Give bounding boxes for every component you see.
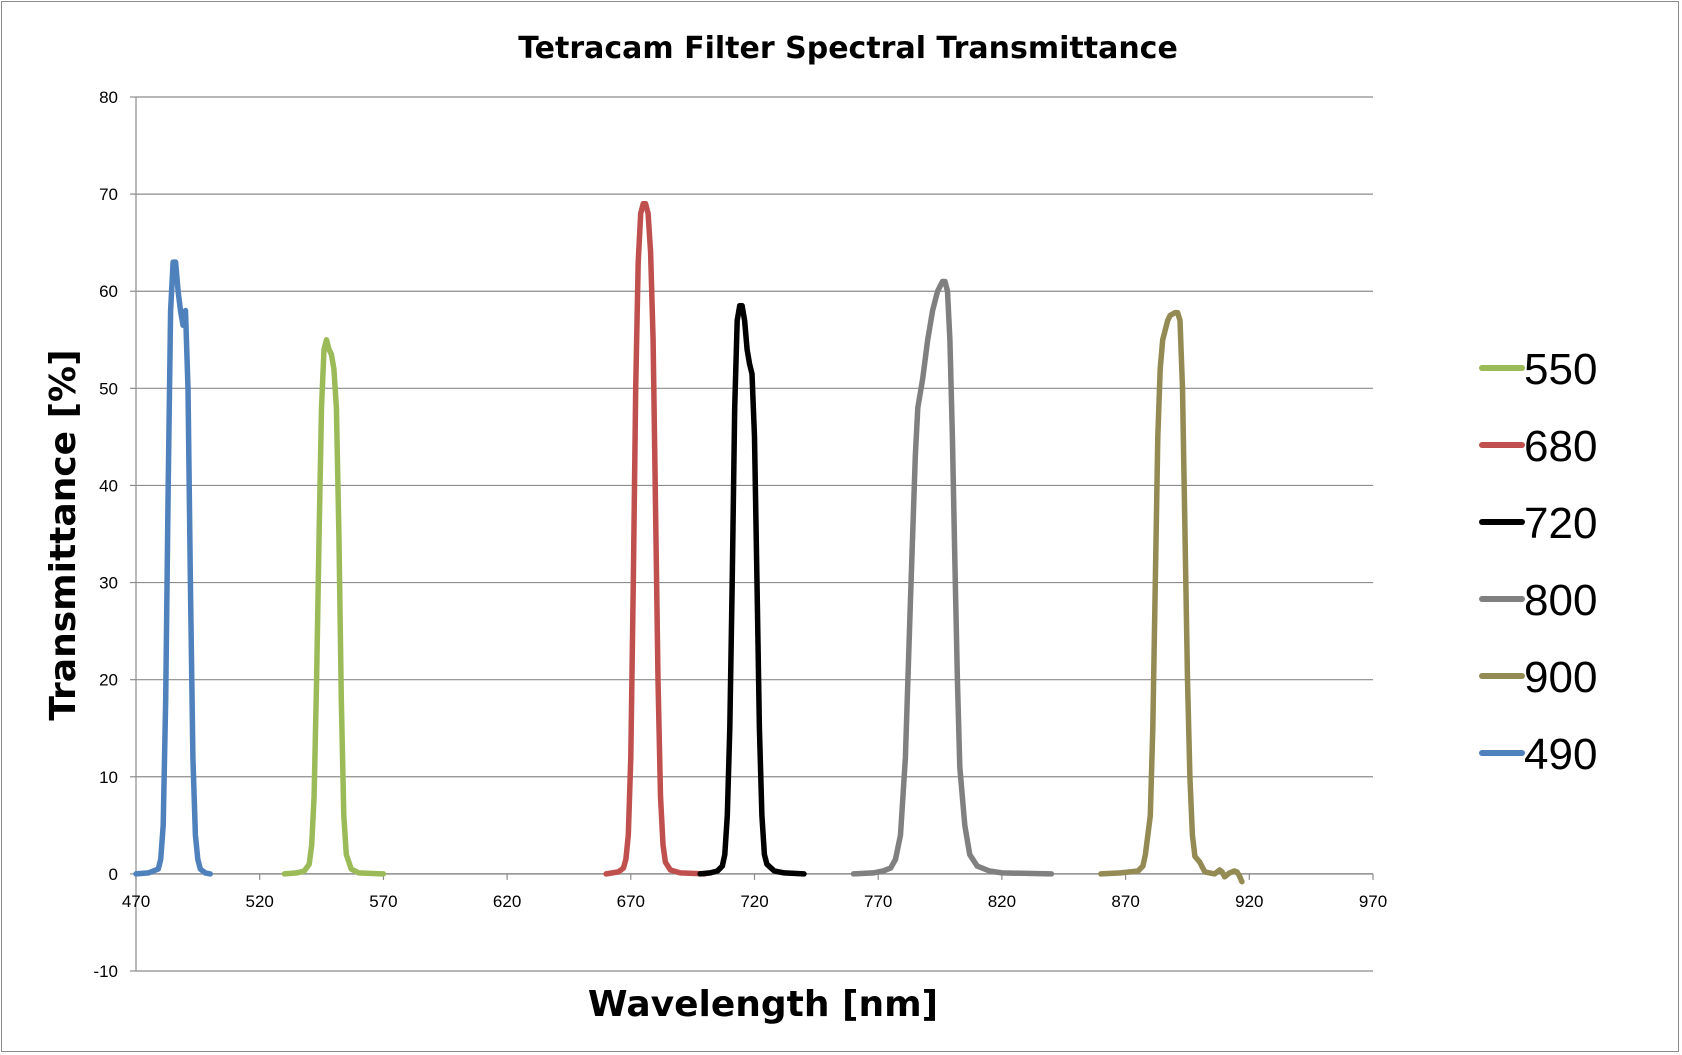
series-line-550 bbox=[281, 337, 387, 877]
y-tick-label: 60 bbox=[99, 282, 118, 301]
x-tick-label: 820 bbox=[988, 892, 1016, 911]
y-tick-label: 0 bbox=[109, 865, 118, 884]
y-axis-title: Transmittance [%] bbox=[43, 349, 84, 720]
y-tick-label: -10 bbox=[93, 962, 118, 981]
x-tick-labels: 470 520 570 620 670 720 770 820 870 920 970 bbox=[122, 892, 1387, 911]
x-tick-label: 970 bbox=[1359, 892, 1387, 911]
legend-label-900: 900 bbox=[1524, 653, 1597, 702]
x-axis-title: Wavelength [nm] bbox=[588, 984, 938, 1025]
axes bbox=[130, 96, 1374, 972]
series-line-800 bbox=[850, 278, 1055, 877]
y-tick-label: 40 bbox=[99, 476, 118, 495]
legend-label-550: 550 bbox=[1524, 345, 1597, 394]
legend-label-680: 680 bbox=[1524, 422, 1597, 471]
y-tick-label: 70 bbox=[99, 185, 118, 204]
x-tick-label: 920 bbox=[1235, 892, 1263, 911]
series-line-680 bbox=[603, 201, 708, 877]
x-tick-label: 670 bbox=[617, 892, 645, 911]
legend: 550 680 720 800 900 490 bbox=[1479, 345, 1597, 779]
x-tick-label: 570 bbox=[369, 892, 397, 911]
chart-title: Tetracam Filter Spectral Transmittance bbox=[518, 31, 1178, 66]
x-tick-label: 770 bbox=[864, 892, 892, 911]
x-tick-label: 520 bbox=[246, 892, 274, 911]
series-line-490 bbox=[133, 259, 213, 877]
y-tick-label: 30 bbox=[99, 574, 118, 593]
legend-label-720: 720 bbox=[1524, 499, 1597, 548]
y-tick-label: 80 bbox=[99, 88, 118, 107]
x-tick-label: 470 bbox=[122, 892, 150, 911]
y-tick-label: 10 bbox=[99, 768, 118, 787]
y-tick-label: 20 bbox=[99, 671, 118, 690]
y-tick-labels: -10 0 10 20 30 40 50 60 70 80 bbox=[93, 88, 118, 981]
y-tick-label: 50 bbox=[99, 379, 118, 398]
series-line-900 bbox=[1098, 309, 1245, 885]
x-tick-label: 720 bbox=[740, 892, 768, 911]
x-tick-label: 620 bbox=[493, 892, 521, 911]
series-lines bbox=[133, 201, 1245, 885]
x-tick-label: 870 bbox=[1111, 892, 1139, 911]
legend-label-800: 800 bbox=[1524, 576, 1597, 625]
series-line-720 bbox=[697, 303, 807, 877]
legend-label-490: 490 bbox=[1524, 730, 1597, 779]
